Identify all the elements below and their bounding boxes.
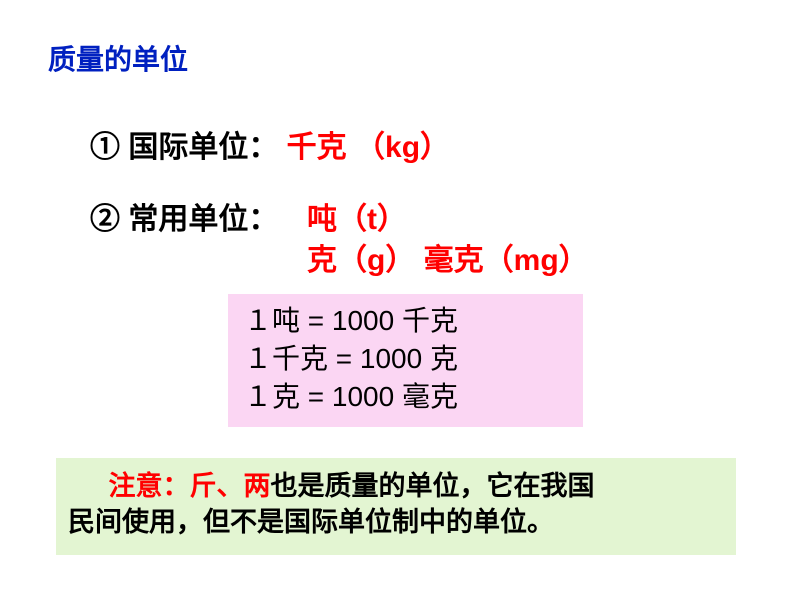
common-unit-row2: 克（g） 毫克（mg） [307,235,589,279]
note-text-2: 民间使用，但不是国际单位制中的单位。 [68,507,554,537]
conversion-1: １吨 = 1000 千克 [244,302,567,340]
common-unit-gram: 克（g） [307,244,415,277]
common-unit-ton: 吨（t） [307,194,407,238]
intl-unit-value: 千克 （kg） [278,131,450,164]
conversion-2: １千克 = 1000 克 [244,340,567,378]
conversion-box: １吨 = 1000 千克 １千克 = 1000 克 １克 = 1000 毫克 [228,294,583,427]
common-unit-label: ② 常用单位： [90,194,278,238]
note-prefix: 注意： [109,471,190,501]
international-unit-line: ① 国际单位： 千克 （kg） [90,122,450,166]
note-highlight: 斤、两 [190,471,271,501]
intl-unit-label: ① 国际单位： [90,131,278,164]
note-box: 注意：斤、两也是质量的单位，它在我国 民间使用，但不是国际单位制中的单位。 [56,458,736,555]
note-text-1: 也是质量的单位，它在我国 [271,471,595,501]
section-title: 质量的单位 [48,38,188,78]
common-unit-mg: 毫克（mg） [415,244,588,277]
conversion-3: １克 = 1000 毫克 [244,378,567,416]
